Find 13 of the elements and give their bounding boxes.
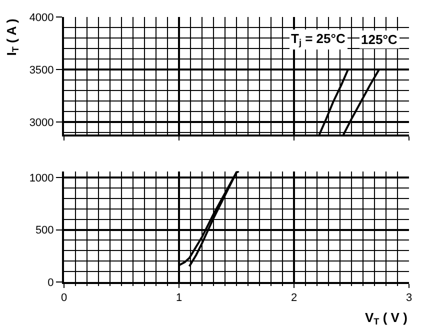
- y-tick-label: 3500: [29, 64, 54, 76]
- y-tick-label: 1000: [29, 172, 54, 184]
- y-tick-label: 500: [35, 224, 54, 237]
- x-tick-label: 0: [60, 292, 68, 304]
- x-tick-label: 2: [290, 292, 298, 304]
- x-tick-label: 1: [176, 292, 182, 304]
- y-tick-label: 4000: [29, 12, 54, 24]
- y-tick-label: 3000: [29, 116, 54, 129]
- x-tick-label: 3: [406, 292, 412, 304]
- y-tick-label: 0: [48, 276, 54, 289]
- x-axis-title: V$_{T}$ ( V ): [365, 310, 408, 327]
- series-label: T$_{j}$ = 25°C: [291, 31, 346, 48]
- text: 125°C: [361, 32, 398, 47]
